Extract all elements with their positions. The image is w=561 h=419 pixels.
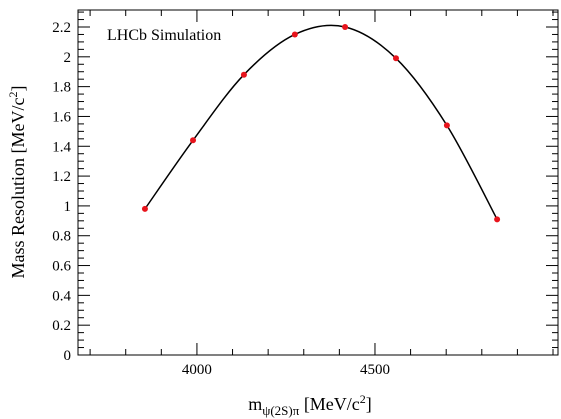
x-label-part: m — [248, 394, 262, 414]
y-tick-label: 0.4 — [52, 288, 71, 304]
y-tick-label: 1.8 — [52, 80, 71, 96]
y-tick-label: 1.2 — [52, 169, 71, 185]
x-label-part: [MeV/c — [299, 394, 359, 414]
y-tick-label: 0.6 — [52, 259, 71, 275]
y-axis-label: Mass Resolution [MeV/c2] — [6, 86, 28, 279]
y-tick-label: 0.8 — [52, 229, 71, 245]
data-point — [392, 55, 399, 62]
y-tick-label: 2.2 — [52, 20, 71, 36]
y-tick-label: 1.4 — [52, 139, 71, 155]
data-point — [342, 23, 349, 30]
y-tick-label: 1.6 — [52, 109, 71, 125]
data-point — [291, 31, 298, 38]
x-label-sup: 2 — [360, 392, 366, 406]
data-point — [141, 205, 148, 212]
data-point — [190, 137, 197, 144]
y-tick-label: 0.2 — [52, 318, 71, 334]
y-label-part: Mass Resolution [MeV/c — [8, 97, 28, 278]
data-point — [443, 122, 450, 129]
data-point — [240, 71, 247, 78]
fit-curve — [144, 24, 498, 220]
y-tick-label: 2 — [64, 50, 72, 66]
y-label-part: ] — [8, 86, 28, 92]
y-label-sup: 2 — [6, 92, 20, 98]
plot-frame — [77, 9, 559, 356]
y-tick-label: 1 — [64, 199, 72, 215]
x-axis-label: mψ(2S)π [MeV/c2] — [248, 392, 372, 418]
x-tick-label: 4500 — [360, 362, 390, 378]
x-label-sub: ψ(2S)π — [262, 403, 300, 418]
data-point — [494, 216, 501, 223]
x-tick-label: 4000 — [182, 362, 212, 378]
y-tick-label: 0 — [64, 348, 72, 364]
annotation: LHCb Simulation — [107, 27, 221, 44]
x-label-part: ] — [366, 394, 372, 414]
